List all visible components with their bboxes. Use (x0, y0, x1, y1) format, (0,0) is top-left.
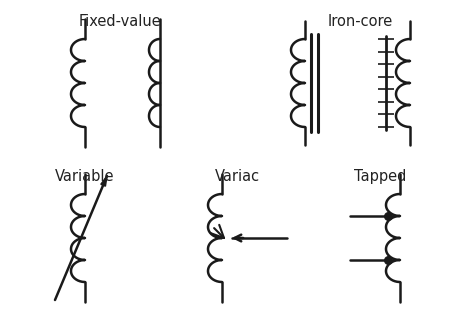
Polygon shape (101, 176, 107, 186)
Text: Variable: Variable (55, 169, 115, 184)
Text: Variac: Variac (214, 169, 260, 184)
Text: Fixed-value: Fixed-value (79, 14, 161, 29)
Text: Tapped: Tapped (354, 169, 406, 184)
Text: Iron-core: Iron-core (328, 14, 392, 29)
